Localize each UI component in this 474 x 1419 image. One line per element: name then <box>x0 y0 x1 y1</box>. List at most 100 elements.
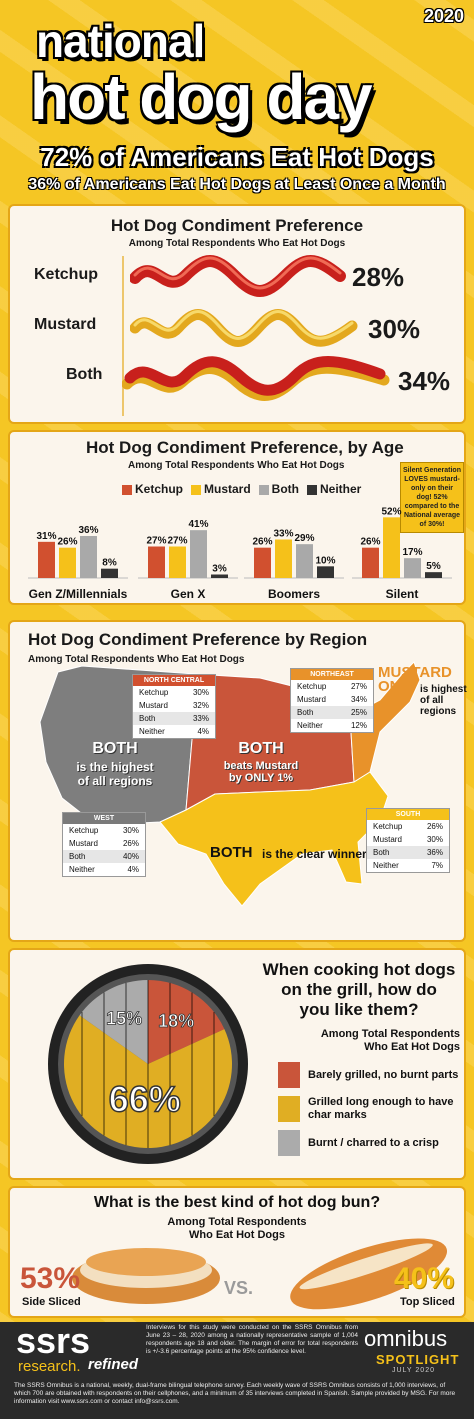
legend-label: Both <box>271 482 299 496</box>
grill-legend-swatch <box>278 1096 300 1122</box>
region-title: Hot Dog Condiment Preference by Region <box>28 630 368 649</box>
region-row-label: Mustard <box>69 839 98 848</box>
divider <box>122 256 124 416</box>
region-row-value: 4% <box>127 865 139 874</box>
silent-callout: Silent Generation LOVES mustard-only on … <box>400 462 464 533</box>
bun-title: What is the best kind of hot dog bun? <box>93 1194 381 1211</box>
age-bar-value: 5% <box>426 561 441 572</box>
region-row-label: Neither <box>139 727 165 736</box>
title-line-1: national <box>36 15 205 67</box>
west-text-1: BOTH <box>92 740 138 757</box>
region-table-header: SOUTH <box>367 809 449 820</box>
age-bar-both <box>80 536 97 578</box>
region-row-value: 27% <box>350 682 367 691</box>
region-row-value: 40% <box>122 852 139 861</box>
age-bar-value: 27% <box>167 536 187 547</box>
age-bar-value: 8% <box>102 558 117 569</box>
bun-panel: What is the best kind of hot dog bun? Am… <box>8 1186 466 1318</box>
legend-item-ketchup: Ketchup <box>122 482 183 496</box>
region-table-header: NORTHEAST <box>291 669 373 680</box>
legend-item-neither: Neither <box>307 482 361 496</box>
age-bar-value: 52% <box>381 506 401 517</box>
region-row-value: 32% <box>192 701 209 710</box>
region-row-value: 34% <box>350 695 367 704</box>
region-row-label: Ketchup <box>139 688 169 697</box>
region-row-label: Neither <box>69 865 95 874</box>
region-row-label: Both <box>139 714 156 723</box>
region-row-value: 25% <box>350 708 367 717</box>
region-row-value: 30% <box>192 688 209 697</box>
age-bar-neither <box>211 574 228 578</box>
condiment-panel: Hot Dog Condiment Preference Among Total… <box>8 204 466 424</box>
south-text-1: BOTH <box>210 844 253 861</box>
region-row-label: Neither <box>297 721 323 730</box>
age-subtitle: Among Total Respondents Who Eat Hot Dogs <box>128 460 345 471</box>
grill-question-2: on the grill, how do <box>281 980 437 999</box>
region-row-value: 36% <box>426 848 443 857</box>
age-bar-value: 26% <box>252 537 272 548</box>
region-table-row: Mustard 34% <box>291 693 373 706</box>
age-bar-value: 41% <box>188 519 208 530</box>
age-bar-value: 33% <box>273 529 293 540</box>
condiment-subtitle: Among Total Respondents Who Eat Hot Dogs <box>128 238 346 249</box>
region-row-value: 33% <box>192 714 209 723</box>
grill-pie-chart: 18% 66% 15% <box>48 964 248 1164</box>
pie-slice-label: 66% <box>109 1078 181 1119</box>
tagline-research: research. <box>18 1358 81 1375</box>
bun-subtitle-1: Among Total Respondents <box>167 1216 307 1228</box>
region-row-label: Ketchup <box>297 682 327 691</box>
region-row-value: 12% <box>350 721 367 730</box>
top-sliced-bun-image <box>290 1238 448 1310</box>
bun-subtitle: Among Total Respondents Who Eat Hot Dogs <box>10 1216 464 1242</box>
region-table-row: Both 33% <box>133 712 215 725</box>
region-row-label: Ketchup <box>373 822 403 831</box>
region-panel: Hot Dog Condiment Preference by Region A… <box>8 620 467 942</box>
region-row-label: Mustard <box>297 695 326 704</box>
grill-subtitle-2: Who Eat Hot Dogs <box>364 1041 460 1053</box>
age-bar-both <box>190 530 207 578</box>
bun-subtitle-2: Who Eat Hot Dogs <box>189 1229 285 1241</box>
region-row-value: 26% <box>122 839 139 848</box>
region-row-label: Ketchup <box>69 826 99 835</box>
age-bar-value: 3% <box>212 564 227 575</box>
region-row-label: Both <box>373 848 390 857</box>
grill-legend-swatch <box>278 1062 300 1088</box>
age-title: Hot Dog Condiment Preference, by Age <box>86 438 404 457</box>
region-row-label: Mustard <box>373 835 402 844</box>
ketchup-squiggle <box>130 255 346 297</box>
ssrs-logo: ssrs <box>16 1320 91 1361</box>
age-bar-ketchup <box>38 541 55 578</box>
region-table-row: Both 25% <box>291 706 373 719</box>
mustard-callout-1: MUSTARD <box>378 664 452 681</box>
mustard-callout-2: ONLY <box>378 678 419 695</box>
methodology-text: Interviews for this study were conducted… <box>146 1324 358 1355</box>
legend-swatch <box>122 484 132 495</box>
age-bar-ketchup <box>254 547 271 578</box>
region-table-row: Neither 7% <box>367 859 449 872</box>
west-text-2: is the highest of all regions <box>76 760 154 788</box>
age-bar-ketchup <box>362 547 379 578</box>
age-bar-both <box>296 544 313 578</box>
pie-slice-label: 18% <box>158 1011 194 1031</box>
table-north-central: NORTH CENTRAL Ketchup 30% Mustard 32% Both 33%… <box>132 674 216 739</box>
region-row-value: 4% <box>197 727 209 736</box>
region-subtitle: Among Total Respondents Who Eat Hot Dogs <box>28 654 245 665</box>
top-sliced-pct: 40% <box>394 1262 455 1295</box>
grill-legend-label: Grilled long enough to have char marks <box>308 1096 454 1121</box>
pie-slice <box>148 980 225 1064</box>
age-bar-value: 31% <box>36 531 56 542</box>
grill-question-3: you like them? <box>299 1000 419 1019</box>
region-table-row: Mustard 32% <box>133 699 215 712</box>
age-bar-value: 36% <box>78 525 98 536</box>
legend-item-mustard: Mustard <box>191 482 251 496</box>
region-table-row: Mustard 26% <box>63 837 145 850</box>
region-table-row: Mustard 30% <box>367 833 449 846</box>
table-northeast: NORTHEAST Ketchup 27% Mustard 34% Both 25% Neit… <box>290 668 374 733</box>
region-row-label: Both <box>69 852 86 861</box>
table-west: WEST Ketchup 30% Mustard 26% Both 40% Neither 4% <box>62 812 146 877</box>
grill-question: When cooking hot dogs on the grill, how … <box>254 960 464 1020</box>
grill-legend-label: Barely grilled, no burnt parts <box>308 1068 459 1081</box>
mustard-label: Mustard <box>34 316 97 333</box>
side-sliced-bun-image <box>72 1248 220 1304</box>
